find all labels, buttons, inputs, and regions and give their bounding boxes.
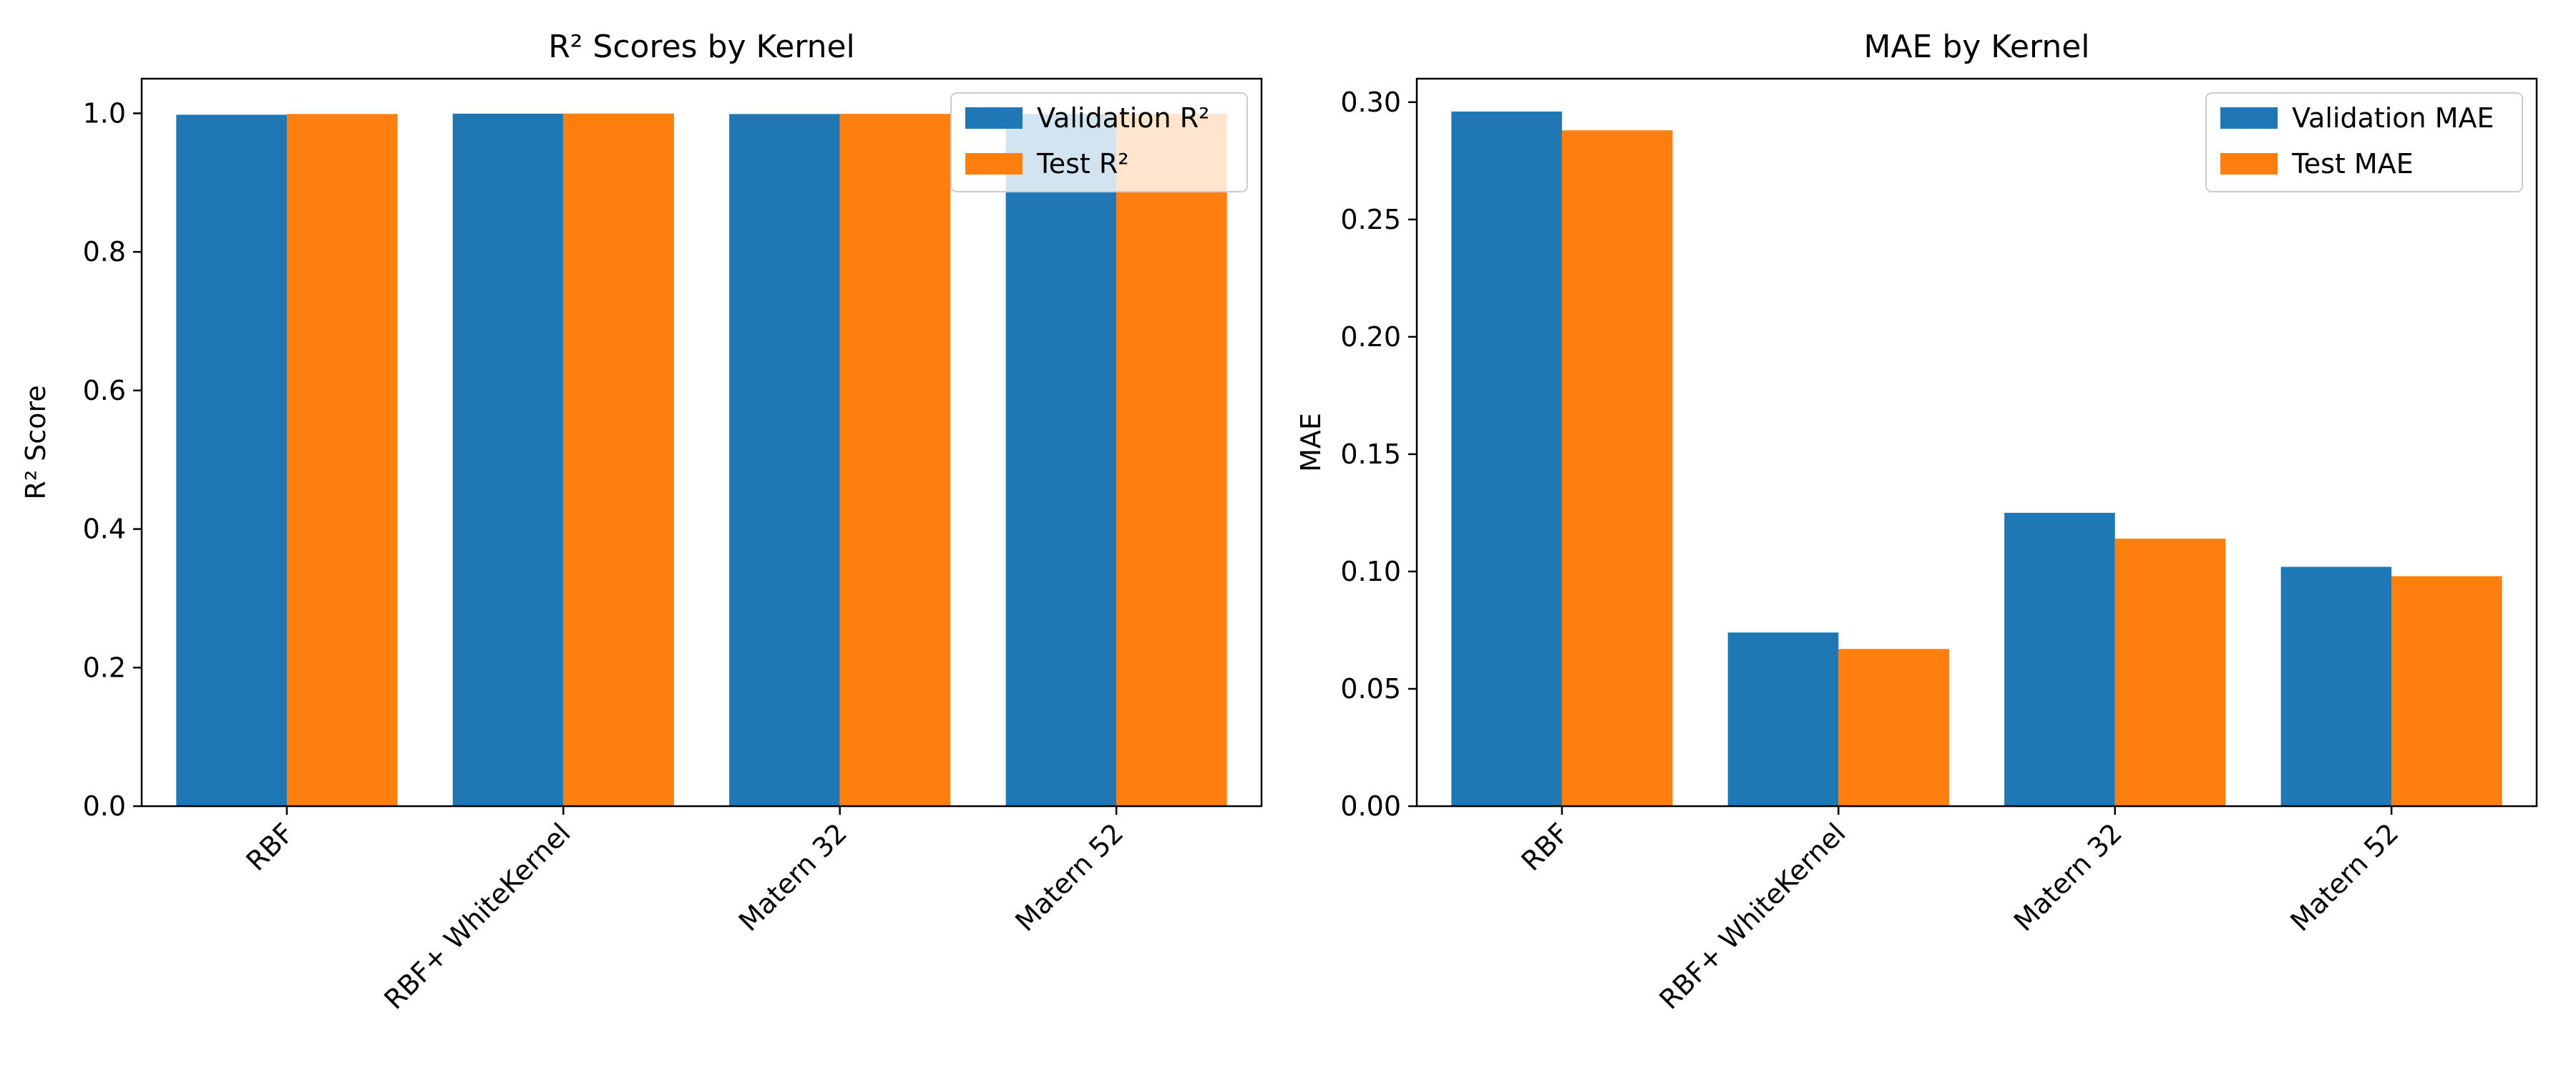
axes-frame bbox=[140, 77, 1263, 808]
legend-swatch-test-r bbox=[965, 153, 1023, 175]
legend-swatch-test-mae bbox=[2220, 153, 2278, 175]
bar-validation-r-rbf-whitekernel bbox=[452, 113, 564, 806]
bar-test-r-matern-32 bbox=[839, 114, 951, 806]
bar-test-mae-rbf-whitekernel bbox=[1838, 649, 1949, 806]
bar-test-r-rbf bbox=[286, 114, 398, 806]
legend-label: Test MAE bbox=[2291, 148, 2414, 180]
y-tick-label: 0.30 bbox=[1340, 87, 1401, 118]
bar-validation-r-matern-32 bbox=[729, 114, 840, 806]
bar-validation-r-matern-52 bbox=[1005, 114, 1117, 806]
chart-title: R² Scores by Kernel bbox=[548, 29, 855, 65]
bar-validation-mae-matern-32 bbox=[2004, 512, 2115, 806]
y-axis-label: MAE bbox=[1295, 413, 1327, 472]
bar-test-mae-matern-52 bbox=[2391, 576, 2502, 806]
y-tick-label: 1.0 bbox=[83, 97, 126, 129]
y-tick-label: 0.20 bbox=[1340, 321, 1401, 353]
y-tick-label: 0.25 bbox=[1340, 204, 1401, 235]
axes-frame bbox=[1415, 77, 2538, 808]
bar-test-r-rbf-whitekernel bbox=[563, 113, 674, 807]
bar-validation-r-rbf bbox=[176, 114, 287, 806]
y-tick-label: 0.6 bbox=[83, 375, 126, 406]
bar-test-mae-matern-32 bbox=[2114, 539, 2226, 806]
bar-validation-mae-rbf bbox=[1451, 111, 1562, 806]
y-axis-label: R² Score bbox=[20, 385, 52, 499]
legend-swatch-validation-mae bbox=[2220, 107, 2278, 129]
y-tick-label: 0.2 bbox=[83, 652, 126, 683]
legend: Validation R² Test R² bbox=[950, 92, 1248, 192]
legend-box bbox=[950, 92, 1248, 192]
bar-test-r-matern-52 bbox=[1116, 114, 1227, 807]
y-tick-label: 0.0 bbox=[83, 790, 126, 822]
y-tick-label: 0.8 bbox=[83, 236, 126, 268]
y-tick-label: 0.05 bbox=[1340, 673, 1401, 705]
chart-title: MAE by Kernel bbox=[1863, 29, 2089, 65]
legend-label: Test R² bbox=[1036, 148, 1129, 180]
bar-validation-mae-matern-52 bbox=[2280, 567, 2392, 806]
y-tick-label: 0.15 bbox=[1340, 438, 1401, 470]
legend-box bbox=[2205, 92, 2523, 192]
y-tick-label: 0.00 bbox=[1340, 790, 1401, 822]
y-tick-label: 0.4 bbox=[83, 514, 126, 545]
legend-label: Validation R² bbox=[1037, 102, 1209, 134]
legend-label: Validation MAE bbox=[2292, 102, 2494, 134]
y-tick-label: 0.10 bbox=[1340, 556, 1401, 587]
bar-validation-mae-rbf-whitekernel bbox=[1727, 632, 1839, 806]
bar-test-mae-rbf bbox=[1561, 130, 1673, 806]
legend-swatch-validation-r bbox=[965, 107, 1023, 129]
legend: Validation MAE Test MAE bbox=[2205, 92, 2523, 192]
